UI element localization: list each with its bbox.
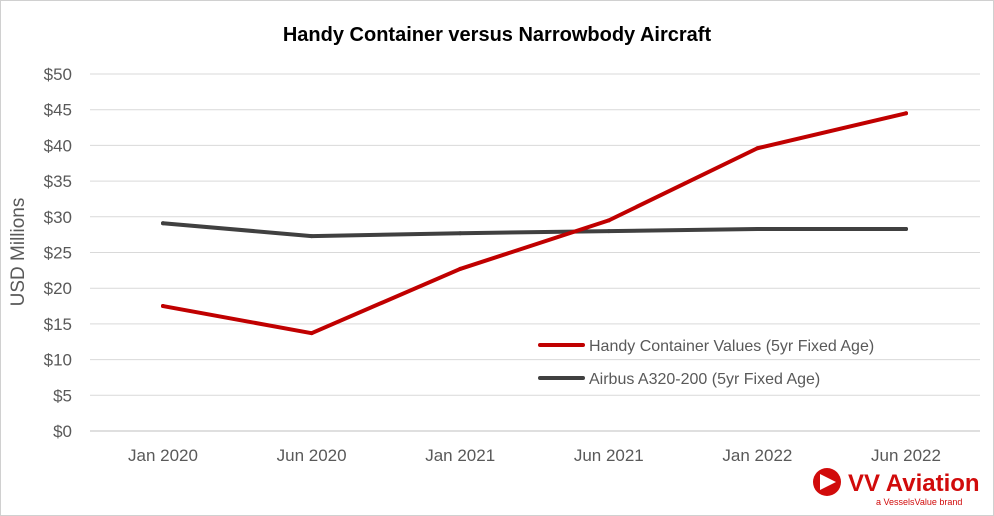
y-axis-label: USD Millions [8, 198, 29, 307]
series-line-a320-200 [161, 221, 908, 239]
y-tick-label: $15 [44, 315, 72, 334]
y-axis-ticks: $0 $5 $10 $15 $20 $25 $30 $35 $40 $45 $50 [44, 65, 72, 441]
data-point [161, 221, 165, 226]
legend: Handy Container Values (5yr Fixed Age) A… [538, 338, 874, 388]
y-tick-label: $20 [44, 279, 72, 298]
logo-tagline: a VesselsValue brand [876, 497, 962, 507]
y-tick-label: $45 [44, 101, 72, 120]
series-lines [161, 111, 908, 336]
legend-label-handy: Handy Container Values (5yr Fixed Age) [589, 338, 874, 355]
x-tick-label: Jan 2021 [425, 446, 495, 465]
data-point [904, 111, 908, 116]
x-tick-label: Jun 2022 [871, 446, 941, 465]
x-axis-ticks: Jan 2020 Jun 2020 Jan 2021 Jun 2021 Jan 2022… [128, 446, 941, 465]
y-tick-label: $10 [44, 351, 72, 370]
y-tick-label: $35 [44, 172, 72, 191]
y-tick-label: $25 [44, 244, 72, 263]
data-point [755, 226, 760, 231]
y-tick-label: $0 [53, 422, 72, 441]
data-point [606, 229, 611, 234]
x-tick-label: Jan 2022 [722, 446, 792, 465]
logo-triangle-mark [820, 474, 836, 490]
data-point [309, 331, 314, 336]
x-tick-label: Jan 2020 [128, 446, 198, 465]
data-point [606, 218, 611, 223]
y-tick-label: $30 [44, 208, 72, 227]
chart-title: Handy Container versus Narrowbody Aircra… [282, 24, 712, 46]
x-tick-label: Jun 2021 [574, 446, 644, 465]
data-point [458, 266, 463, 271]
data-point [755, 146, 760, 151]
y-tick-label: $5 [53, 386, 72, 405]
series-line-handy-container [161, 111, 908, 336]
data-point [161, 304, 165, 309]
data-point [458, 231, 463, 236]
data-point [904, 226, 908, 231]
vv-aviation-logo: VV Aviation a VesselsValue brand [813, 468, 980, 507]
data-point [309, 234, 314, 239]
x-tick-label: Jun 2020 [277, 446, 347, 465]
y-tick-label: $40 [44, 136, 72, 155]
gridlines [90, 73, 980, 432]
logo-name: VV Aviation [848, 470, 980, 497]
legend-label-a320: Airbus A320-200 (5yr Fixed Age) [589, 371, 820, 388]
y-tick-label: $50 [44, 65, 72, 84]
